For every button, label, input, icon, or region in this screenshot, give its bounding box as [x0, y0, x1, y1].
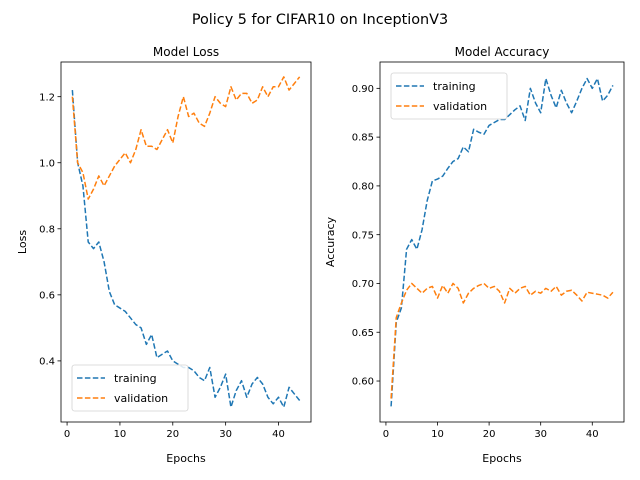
accuracy-y-tick-label: 0.70 — [352, 279, 374, 290]
loss-y-tick-label: 0.4 — [39, 356, 55, 367]
loss-plot-frame — [60, 61, 312, 423]
loss-legend: training validation — [71, 364, 189, 412]
loss-x-axis-label: Epochs — [166, 452, 206, 465]
accuracy-x-tick-label: 10 — [431, 429, 444, 440]
accuracy-x-axis-label: Epochs — [482, 452, 522, 465]
loss-validation-line — [71, 76, 301, 200]
loss-x-tick-label: 0 — [64, 429, 70, 440]
loss-chart: Model Loss 0 10 20 30 40 0.4 0.6 0.8 1.0 1.2 Epochs… — [16, 45, 312, 465]
accuracy-chart: Model Accuracy 0 10 20 30 40 0.60 0.65 0.70 0.75 0… — [324, 45, 625, 465]
loss-y-tick-label: 1.0 — [39, 158, 55, 169]
accuracy-legend-label-training: training — [433, 80, 476, 93]
accuracy-y-tick-label: 0.80 — [352, 182, 374, 193]
accuracy-training-line — [390, 77, 614, 407]
accuracy-y-tick-label: 0.85 — [352, 133, 374, 144]
accuracy-y-tick-label: 0.60 — [352, 377, 374, 388]
loss-y-tick-label: 1.2 — [39, 92, 55, 103]
accuracy-plot-frame — [379, 61, 625, 423]
accuracy-legend-box — [390, 72, 508, 120]
loss-x-tick-label: 10 — [114, 429, 127, 440]
accuracy-y-tick-label: 0.75 — [352, 230, 374, 241]
loss-y-tick-label: 0.8 — [39, 224, 55, 235]
accuracy-legend: training validation — [390, 72, 508, 120]
loss-x-tick-label: 30 — [219, 429, 232, 440]
loss-legend-label-training: training — [114, 372, 157, 385]
accuracy-validation-line — [390, 282, 614, 399]
loss-legend-label-validation: validation — [114, 392, 168, 405]
accuracy-x-tick-label: 20 — [483, 429, 496, 440]
accuracy-y-axis-label: Accuracy — [324, 216, 337, 267]
accuracy-legend-label-validation: validation — [433, 100, 487, 113]
figure-title: Policy 5 for CIFAR10 on InceptionV3 — [192, 12, 448, 28]
loss-legend-box — [71, 364, 189, 412]
loss-training-line — [71, 90, 301, 408]
accuracy-x-tick-label: 40 — [586, 429, 599, 440]
accuracy-chart-title: Model Accuracy — [455, 45, 550, 59]
loss-x-tick-label: 40 — [272, 429, 285, 440]
loss-y-axis-label: Loss — [16, 230, 29, 254]
accuracy-x-tick-label: 30 — [534, 429, 547, 440]
loss-y-tick-label: 0.6 — [39, 290, 55, 301]
accuracy-y-tick-label: 0.90 — [352, 84, 374, 95]
accuracy-x-tick-label: 0 — [383, 429, 389, 440]
loss-chart-title: Model Loss — [153, 45, 219, 59]
accuracy-y-tick-label: 0.65 — [352, 328, 374, 339]
loss-x-tick-label: 20 — [166, 429, 179, 440]
